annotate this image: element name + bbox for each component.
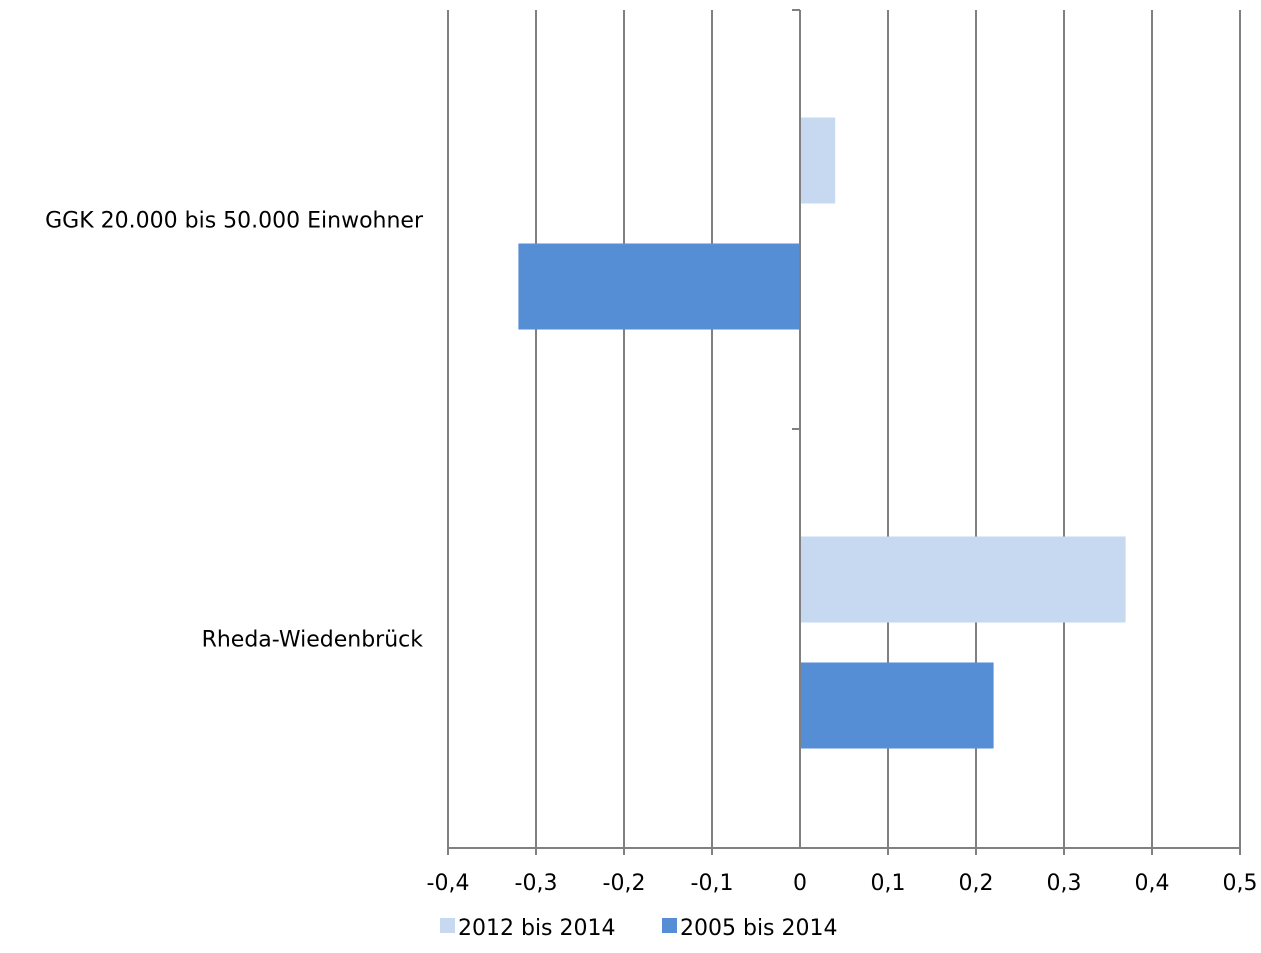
- legend-swatch: [662, 918, 677, 933]
- legend-swatch: [440, 918, 455, 933]
- x-tick-label: 0,2: [959, 871, 994, 896]
- x-tick-label: -0,3: [515, 871, 558, 896]
- bar-series-2-1: [800, 662, 994, 749]
- category-label: Rheda-Wiedenbrück: [202, 628, 424, 653]
- x-tick-label: 0,5: [1223, 871, 1258, 896]
- bar-series-1-1: [800, 536, 1126, 623]
- x-tick-label: -0,1: [691, 871, 734, 896]
- bar-series-2-0: [518, 243, 800, 330]
- bar-series-1-0: [800, 117, 836, 204]
- legend-label: 2012 bis 2014: [458, 916, 616, 941]
- x-tick-label: 0,1: [871, 871, 906, 896]
- x-tick-label: -0,4: [427, 871, 470, 896]
- category-label: GGK 20.000 bis 50.000 Einwohner: [45, 209, 424, 234]
- x-tick-label: 0,3: [1047, 871, 1082, 896]
- legend: 2012 bis 2014 2005 bis 2014: [440, 916, 838, 941]
- x-tick-label: -0,2: [603, 871, 646, 896]
- value-axis: -0,4 -0,3 -0,2 -0,1 0 0,1 0,2 0,3 0,4 0,5: [427, 847, 1258, 896]
- x-tick-label: 0: [793, 871, 807, 896]
- gridlines: [447, 10, 1241, 855]
- x-tick-label: 0,4: [1135, 871, 1170, 896]
- bars: [518, 117, 1126, 749]
- category-axis: GGK 20.000 bis 50.000 Einwohner Rheda-Wie…: [45, 9, 801, 849]
- legend-label: 2005 bis 2014: [680, 916, 838, 941]
